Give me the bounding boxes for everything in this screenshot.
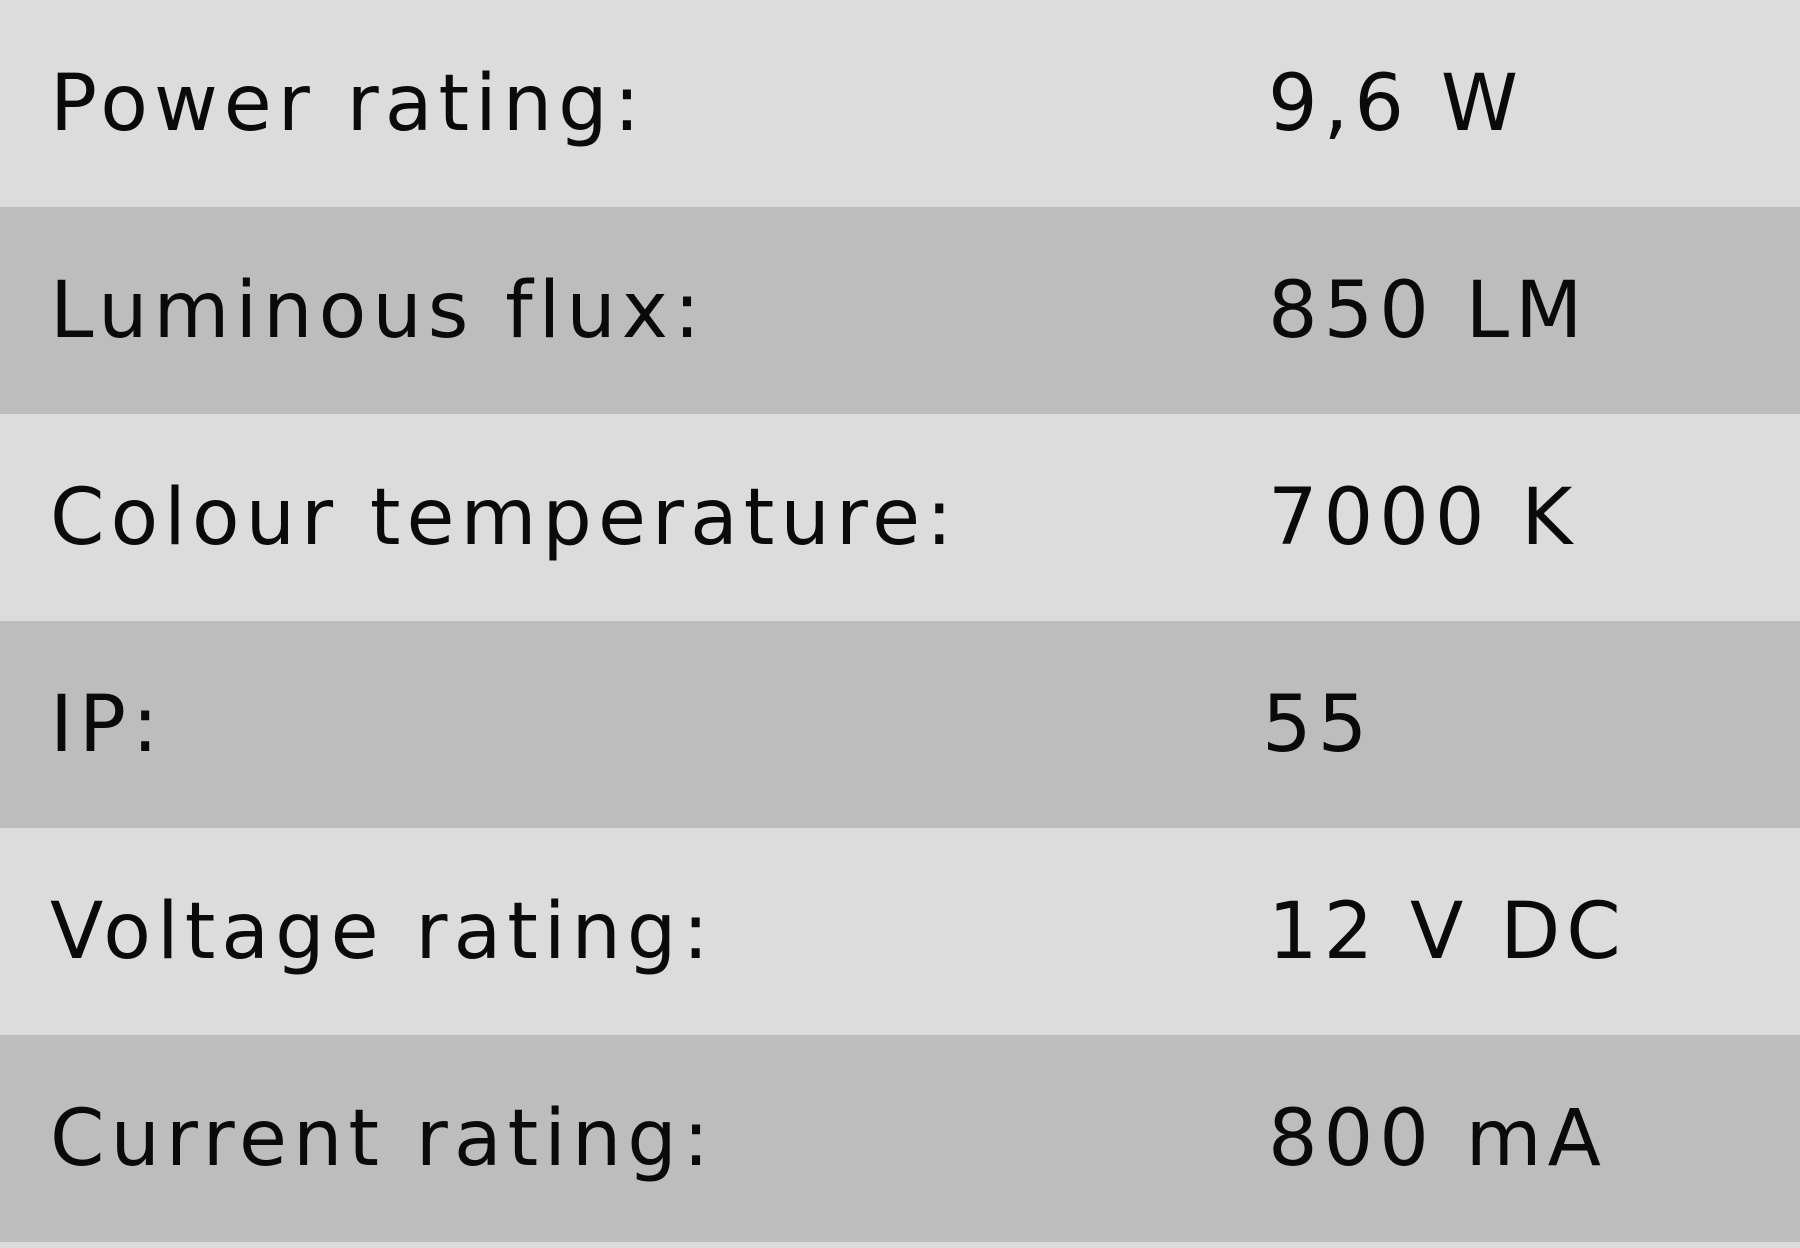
- spec-row-voltage-rating: Voltage rating: 12 V DC: [0, 828, 1800, 1035]
- spec-label: Colour temperature:: [50, 472, 959, 563]
- spec-row-ip: IP: 55: [0, 621, 1800, 828]
- spec-label: Luminous flux:: [50, 265, 707, 356]
- spec-row-colour-temperature: Colour temperature: 7000 K: [0, 414, 1800, 621]
- spec-label: Power rating:: [50, 58, 646, 149]
- spec-value: 7000 K: [1268, 472, 1579, 563]
- spec-value: 850 LM: [1268, 265, 1589, 356]
- spec-label: Voltage rating:: [50, 886, 715, 977]
- spec-row-luminous-flux: Luminous flux: 850 LM: [0, 207, 1800, 414]
- spec-row-current-rating: Current rating: 800 mA: [0, 1035, 1800, 1242]
- spec-value: 55: [1262, 679, 1374, 770]
- spec-value: 12 V DC: [1268, 886, 1627, 977]
- spec-label: Current rating:: [50, 1093, 716, 1184]
- spec-value: 800 mA: [1268, 1093, 1608, 1184]
- spec-row-power-rating: Power rating: 9,6 W: [0, 0, 1800, 207]
- spec-value: 9,6 W: [1268, 58, 1524, 149]
- spec-label: IP:: [50, 679, 165, 770]
